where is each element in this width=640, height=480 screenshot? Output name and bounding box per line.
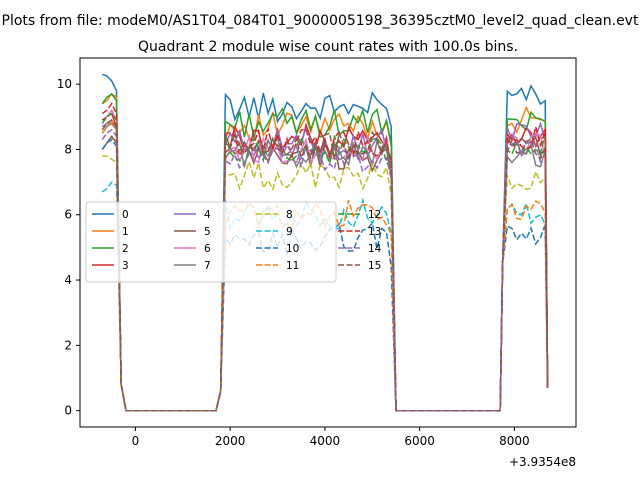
- legend-label-13: 13: [368, 226, 381, 238]
- series-line-8: [102, 155, 549, 412]
- legend-label-4: 4: [204, 209, 211, 221]
- series-line-13: [101, 102, 549, 412]
- legend-label-12: 12: [368, 209, 381, 221]
- series-line-12: [101, 112, 549, 412]
- legend-label-2: 2: [122, 243, 129, 255]
- legend-label-1: 1: [122, 226, 129, 238]
- legend-box: [85, 201, 337, 283]
- legend-label-6: 6: [204, 243, 211, 255]
- y-tick-label: 8: [64, 142, 72, 156]
- legend-label-7: 7: [204, 260, 211, 272]
- legend-label-15: 15: [368, 260, 381, 272]
- axes-frame: [79, 57, 577, 428]
- x-tick-label: 8000: [499, 434, 530, 448]
- legend-label-8: 8: [286, 209, 293, 221]
- legend-label-3: 3: [122, 260, 129, 272]
- y-tick-label: 10: [57, 77, 72, 91]
- x-offset-label: +3.9354e8: [509, 455, 576, 469]
- legend-label-0: 0: [122, 209, 129, 221]
- x-tick-label: 0: [132, 434, 140, 448]
- y-tick-label: 2: [64, 338, 72, 352]
- legend-label-5: 5: [204, 226, 211, 238]
- x-tick-label: 4000: [310, 434, 341, 448]
- chart-title: Quadrant 2 module wise count rates with …: [138, 39, 518, 55]
- figure-suptitle: Plots from file: modeM0/AS1T04_084T01_90…: [2, 13, 639, 29]
- y-tick-label: 4: [64, 273, 72, 287]
- y-tick-label: 6: [64, 208, 72, 222]
- x-tick-label: 2000: [215, 434, 246, 448]
- series-lines: [101, 73, 549, 412]
- legend-label-14: 14: [368, 243, 382, 255]
- legend-label-10: 10: [286, 243, 299, 255]
- x-tick-label: 6000: [404, 434, 435, 448]
- y-tick-label: 0: [64, 404, 72, 418]
- x-axis: 0 2000 4000 6000 8000: [132, 427, 530, 448]
- series-line-15: [101, 118, 549, 412]
- y-axis: 0 2 4 6 8 10: [57, 77, 80, 418]
- legend-label-9: 9: [286, 226, 293, 238]
- legend-label-11: 11: [286, 260, 299, 272]
